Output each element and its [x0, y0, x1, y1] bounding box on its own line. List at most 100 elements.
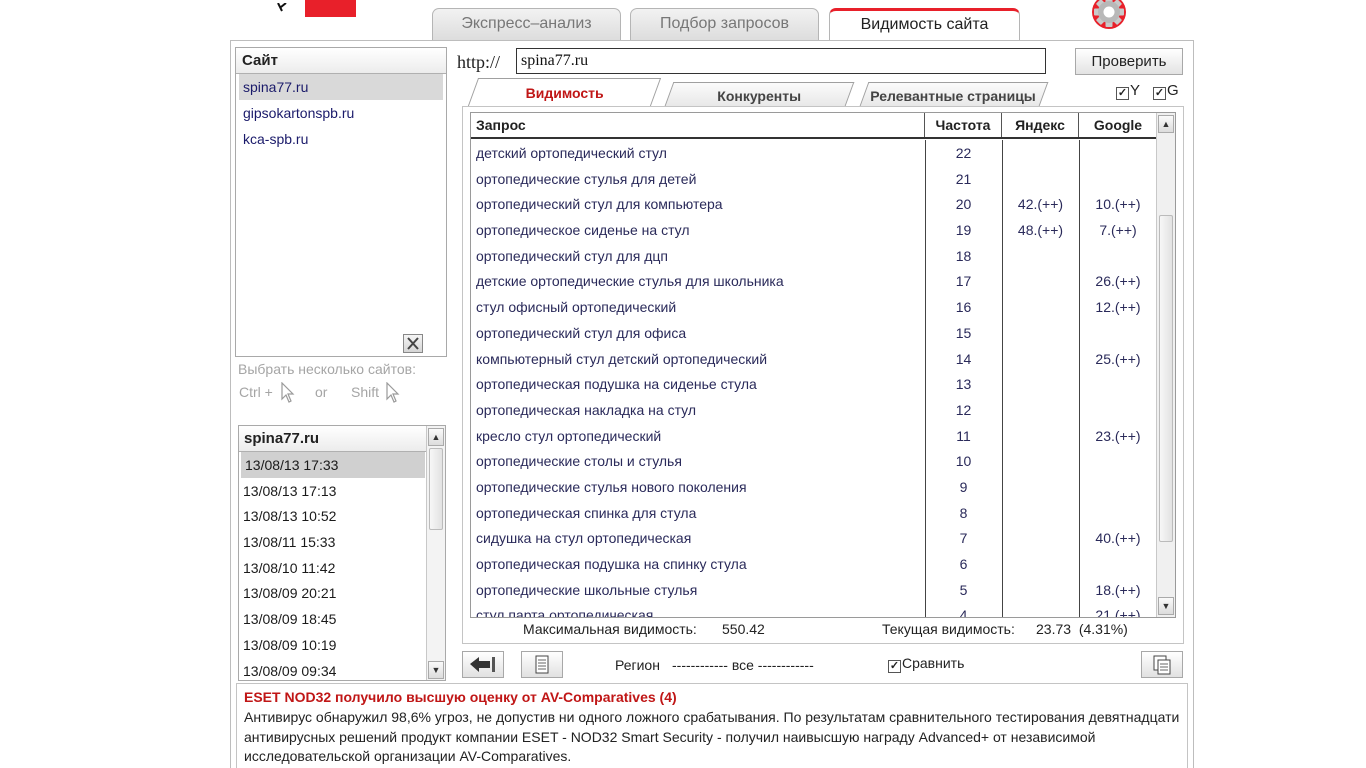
history-list-item[interactable]: 13/08/09 18:45 [243, 611, 337, 628]
google-position-cell [1079, 551, 1157, 577]
max-visibility-label: Максимальная видимость: [523, 621, 697, 637]
query-cell: сидушка на стул ортопедическая [476, 530, 692, 547]
history-list-item[interactable]: 13/08/13 17:13 [243, 482, 337, 499]
column-divider [925, 140, 926, 617]
frequency-cell: 16 [955, 299, 972, 316]
table-row[interactable]: ортопедическая накладка на стул 12 [471, 397, 1157, 423]
history-list: 13/08/13 17:33 13/08/13 17:13 13/08/13 10:… [239, 452, 445, 680]
tab-query-selection[interactable]: Подбор запросов [630, 8, 819, 41]
table-row[interactable]: ортопедическая подушка на спинку стула 6 [471, 551, 1157, 577]
frequency-cell: 7 [959, 530, 968, 547]
google-position-cell [1079, 397, 1157, 423]
scroll-thumb[interactable] [429, 448, 443, 530]
history-list-item[interactable]: 13/08/09 09:34 [243, 662, 337, 679]
table-header: Запрос Частота Яндекс Google [471, 113, 1157, 139]
query-cell: детские ортопедические стулья для школьн… [476, 273, 784, 290]
frequency-cell: 14 [955, 350, 972, 367]
yandex-position-cell [1002, 602, 1079, 617]
logo-mark-icon [272, 0, 290, 12]
yandex-position-cell [1002, 294, 1079, 320]
column-header-frequency[interactable]: Частота [925, 113, 1002, 137]
table-row[interactable]: ортопедические столы и стулья 10 [471, 448, 1157, 474]
history-list-item[interactable]: 13/08/11 15:33 [243, 534, 336, 551]
report-button[interactable] [521, 651, 563, 678]
scroll-down-button[interactable]: ▼ [1158, 597, 1174, 615]
back-button[interactable] [462, 651, 504, 678]
google-position-cell [1079, 474, 1157, 500]
table-row[interactable]: стул офисный ортопедический 16 12.(++) [471, 294, 1157, 320]
table-row[interactable]: ортопедические школьные стулья 5 18.(++) [471, 577, 1157, 603]
table-row[interactable]: ортопедическое сиденье на стул 19 48.(++) 7… [471, 217, 1157, 243]
multi-select-keys: Ctrl + or Shift [239, 382, 449, 406]
table-row[interactable]: стул парта ортопедическая 4 21.(++) [471, 602, 1157, 618]
table-row[interactable]: ортопедические стулья для детей 21 [471, 166, 1157, 192]
google-checkbox[interactable]: ✓ G [1153, 82, 1179, 100]
check-button[interactable]: Проверить [1075, 48, 1183, 75]
frequency-cell: 12 [955, 401, 972, 418]
table-row[interactable]: ортопедические стулья нового поколения 9 [471, 474, 1157, 500]
frequency-cell: 18 [955, 247, 972, 264]
copy-button[interactable] [1141, 651, 1183, 678]
sites-list-panel: Сайт spina77.ru gipsokartonspb.ru kca-spb.… [235, 47, 447, 357]
yandex-checkbox-label: Y [1130, 82, 1141, 99]
history-list-item[interactable]: 13/08/13 17:33 [241, 452, 425, 478]
yandex-checkbox[interactable]: ✓ Y [1116, 82, 1140, 100]
tab-site-visibility[interactable]: Видимость сайта [829, 8, 1020, 42]
google-position-cell: 7.(++) [1099, 222, 1137, 239]
news-title[interactable]: ESET NOD32 получило высшую оценку от AV-… [244, 689, 677, 705]
table-scrollbar[interactable]: ▲ ▼ [1156, 113, 1175, 617]
column-header-yandex[interactable]: Яндекс [1002, 113, 1079, 137]
table-row[interactable]: компьютерный стул детский ортопедический… [471, 346, 1157, 372]
history-list-item[interactable]: 13/08/09 20:21 [243, 585, 337, 602]
sites-list: spina77.ru gipsokartonspb.ru kca-spb.ru [236, 74, 446, 152]
tab-visibility[interactable]: Видимость [467, 78, 662, 106]
column-header-google[interactable]: Google [1093, 117, 1143, 133]
column-header-query[interactable]: Запрос [471, 113, 925, 137]
site-list-item[interactable]: kca-spb.ru [243, 131, 309, 147]
compare-checkbox[interactable]: ✓ Сравнить [888, 655, 964, 673]
history-list-item[interactable]: 13/08/09 10:19 [243, 636, 337, 653]
google-position-cell [1079, 320, 1157, 346]
scroll-up-button[interactable]: ▲ [1158, 115, 1174, 133]
table-row[interactable]: ортопедическая подушка на сиденье стула 1… [471, 371, 1157, 397]
or-label: or [315, 384, 328, 400]
history-scrollbar[interactable]: ▲ ▼ [426, 426, 445, 680]
query-cell: ортопедическая подушка на спинку стула [476, 556, 747, 572]
yandex-position-cell [1002, 166, 1079, 192]
yandex-position-cell [1002, 577, 1079, 603]
cursor-icon [386, 382, 400, 403]
settings-gear-icon[interactable] [1086, 0, 1132, 34]
table-row[interactable]: ортопедический стул для компьютера 20 42.(… [471, 191, 1157, 217]
tab-competitors[interactable]: Конкуренты [664, 82, 855, 106]
shift-key-label: Shift [351, 384, 380, 400]
table-row[interactable]: детский ортопедический стул 22 [471, 140, 1157, 166]
site-list-item[interactable]: gipsokartonspb.ru [243, 105, 355, 121]
table-row[interactable]: детские ортопедические стулья для школьн… [471, 268, 1157, 294]
region-label: Регион [615, 657, 660, 673]
remove-site-button[interactable] [403, 334, 423, 353]
table-row[interactable]: ортопедический стул для дцп 18 [471, 243, 1157, 269]
scroll-down-button[interactable]: ▼ [428, 661, 444, 679]
google-position-cell: 21.(++) [1095, 607, 1141, 618]
document-icon [535, 655, 549, 674]
history-list-item[interactable]: 13/08/13 10:52 [243, 508, 337, 525]
yandex-position-cell [1002, 551, 1079, 577]
query-cell: стул офисный ортопедический [476, 299, 677, 316]
results-table: Запрос Частота Яндекс Google детский орт… [470, 112, 1176, 618]
history-list-item[interactable]: 13/08/10 11:42 [243, 559, 336, 576]
table-row[interactable]: кресло стул ортопедический 11 23.(++) [471, 423, 1157, 449]
site-list-item[interactable]: spina77.ru [239, 74, 443, 100]
tab-relevant-pages[interactable]: Релевантные страницы [859, 82, 1049, 106]
table-row[interactable]: ортопедический стул для офиса 15 [471, 320, 1157, 346]
table-row[interactable]: ортопедическая спинка для стула 8 [471, 500, 1157, 526]
url-input[interactable] [516, 48, 1046, 74]
frequency-cell: 17 [955, 273, 972, 290]
scroll-up-button[interactable]: ▲ [428, 428, 444, 446]
google-position-cell [1079, 140, 1157, 166]
frequency-cell: 20 [955, 196, 972, 213]
region-select[interactable]: ------------ все ------------ [672, 657, 814, 673]
table-row[interactable]: сидушка на стул ортопедическая 7 40.(++) [471, 525, 1157, 551]
scroll-thumb[interactable] [1159, 215, 1173, 542]
google-position-cell: 10.(++) [1095, 196, 1141, 213]
tab-express-analysis[interactable]: Экспресс–анализ [432, 8, 621, 41]
